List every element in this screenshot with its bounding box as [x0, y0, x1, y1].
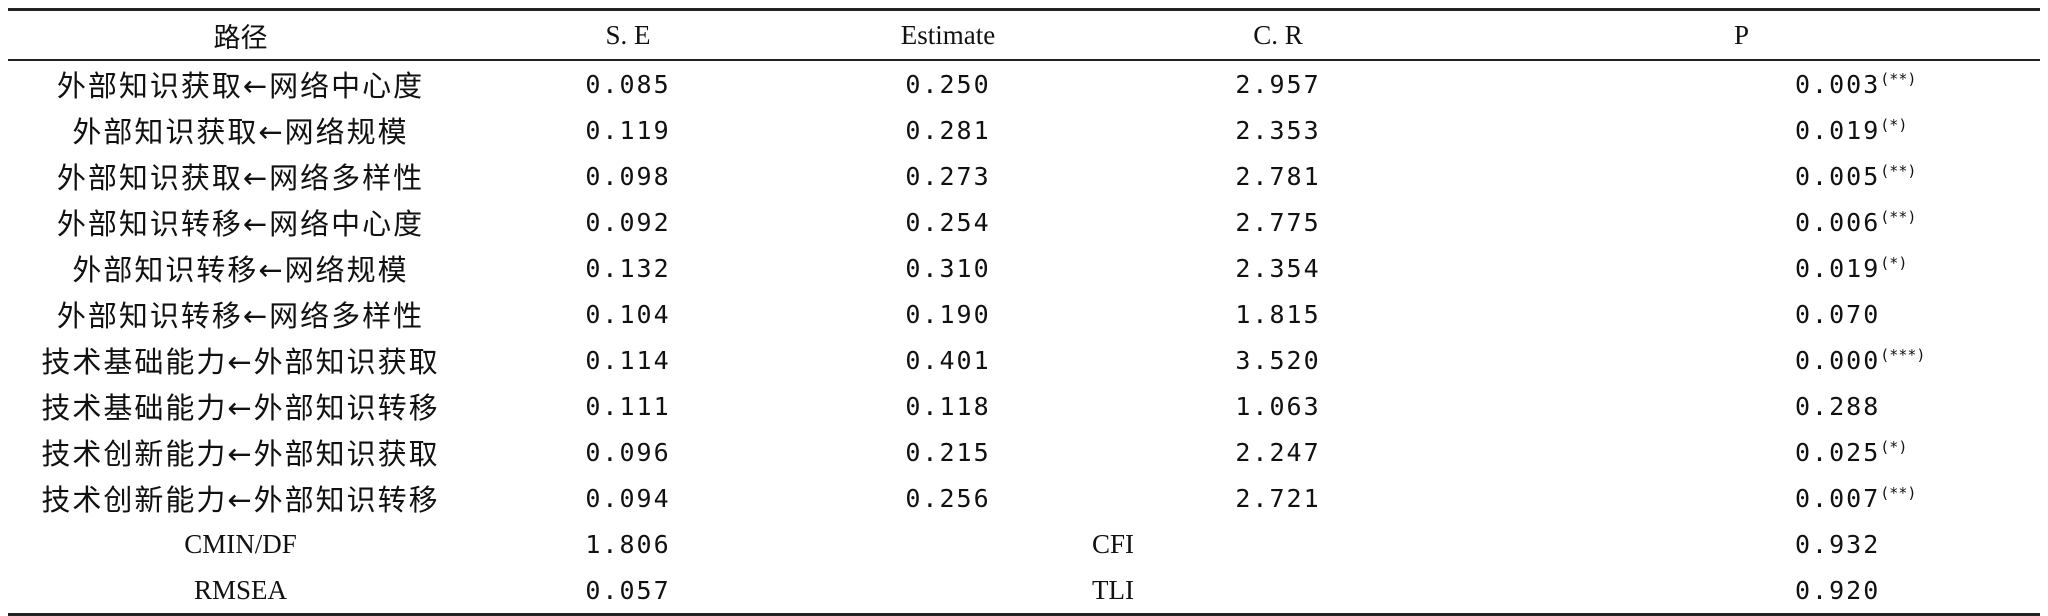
- cell-path: 外部知识获取←网络中心度: [56, 69, 425, 103]
- cell-path: 技术基础能力←外部知识获取: [41, 345, 440, 379]
- fit-label-cmin-df: CMIN/DF: [184, 528, 297, 559]
- cell-cr: 2.721: [1235, 483, 1321, 513]
- cell-path: 外部知识获取←网络多样性: [56, 161, 425, 195]
- cell-path: 外部知识转移←网络多样性: [56, 299, 425, 333]
- cell-estimate: 0.118: [905, 391, 991, 421]
- cell-estimate: 0.254: [905, 207, 991, 237]
- p-value: 0.288: [1795, 391, 1881, 421]
- cell-estimate: 0.256: [905, 483, 991, 513]
- cell-path: 技术创新能力←外部知识获取: [41, 437, 440, 471]
- cell-se: 0.111: [585, 391, 671, 421]
- cell-cr: 3.520: [1235, 345, 1321, 375]
- cell-estimate: 0.250: [905, 69, 991, 99]
- fit-index-row: CMIN/DF 1.806 CFI 0.932: [8, 521, 2040, 567]
- significance-mark: (*): [1880, 115, 1908, 134]
- significance-mark: (*): [1880, 253, 1908, 272]
- table-row: 外部知识转移←网络中心度 0.092 0.254 2.775 0.006(**): [8, 199, 2040, 245]
- cell-se: 0.098: [585, 161, 671, 191]
- p-value: 0.019: [1795, 253, 1881, 283]
- fit-label-rmsea: RMSEA: [193, 574, 288, 605]
- table-row: 外部知识获取←网络规模 0.119 0.281 2.353 0.019(*): [8, 107, 2040, 153]
- table-header: 路径 S. E Estimate C. R P: [8, 9, 2040, 60]
- header-row: 路径 S. E Estimate C. R P: [8, 9, 2040, 60]
- cell-se: 0.114: [585, 345, 671, 375]
- cell-p: 0.006(**): [1443, 199, 2040, 245]
- p-value: 0.005: [1795, 161, 1881, 191]
- cell-cr: 2.957: [1235, 69, 1321, 99]
- table-body: 外部知识获取←网络中心度 0.085 0.250 2.957 0.003(**)…: [8, 60, 2040, 615]
- cell-se: 0.096: [585, 437, 671, 467]
- cell-cr: 2.354: [1235, 253, 1321, 283]
- cell-cr: 2.781: [1235, 161, 1321, 191]
- significance-mark: (**): [1880, 161, 1917, 180]
- fit-label-cfi: CFI: [1091, 528, 1135, 559]
- cell-p: 0.007(**): [1443, 475, 2040, 521]
- significance-mark: (**): [1880, 483, 1917, 502]
- cell-estimate: 0.190: [905, 299, 991, 329]
- table-row: 技术创新能力←外部知识获取 0.096 0.215 2.247 0.025(*): [8, 429, 2040, 475]
- significance-mark: (**): [1880, 207, 1917, 226]
- cell-p: 0.019(*): [1443, 245, 2040, 291]
- cell-p: 0.288: [1443, 383, 2040, 429]
- significance-mark: (*): [1880, 437, 1908, 456]
- p-value: 0.007: [1795, 483, 1881, 513]
- cell-p: 0.019(*): [1443, 107, 2040, 153]
- cell-estimate: 0.310: [905, 253, 991, 283]
- significance-mark: (***): [1880, 345, 1926, 364]
- header-path: 路径: [213, 22, 268, 53]
- table-row: 外部知识转移←网络多样性 0.104 0.190 1.815 0.070: [8, 291, 2040, 337]
- p-value: 0.003: [1795, 69, 1881, 99]
- cell-se: 0.119: [585, 115, 671, 145]
- cell-estimate: 0.215: [905, 437, 991, 467]
- header-estimate: Estimate: [900, 19, 996, 50]
- cell-cr: 1.815: [1235, 299, 1321, 329]
- cell-se: 0.085: [585, 69, 671, 99]
- cell-path: 外部知识转移←网络中心度: [56, 207, 425, 241]
- cell-path: 外部知识转移←网络规模: [72, 253, 409, 287]
- table-row: 外部知识获取←网络多样性 0.098 0.273 2.781 0.005(**): [8, 153, 2040, 199]
- p-value: 0.025: [1795, 437, 1881, 467]
- cell-p: 0.025(*): [1443, 429, 2040, 475]
- header-se: S. E: [605, 19, 651, 50]
- path-coefficient-table: 路径 S. E Estimate C. R P 外部知识获取←网络中心度 0.0…: [8, 8, 2040, 616]
- cell-p: 0.005(**): [1443, 153, 2040, 199]
- cell-cr: 2.353: [1235, 115, 1321, 145]
- cell-estimate: 0.401: [905, 345, 991, 375]
- cell-p: 0.000(***): [1443, 337, 2040, 383]
- header-p: P: [1733, 19, 1750, 50]
- table-row: 技术创新能力←外部知识转移 0.094 0.256 2.721 0.007(**…: [8, 475, 2040, 521]
- significance-mark: (**): [1880, 69, 1917, 88]
- cell-cr: 1.063: [1235, 391, 1321, 421]
- p-value: 0.000: [1795, 345, 1881, 375]
- fit-label-tli: TLI: [1092, 574, 1134, 605]
- fit-value-tli: 0.920: [1795, 575, 1881, 605]
- cell-path: 技术创新能力←外部知识转移: [41, 483, 440, 517]
- table-row: 技术基础能力←外部知识获取 0.114 0.401 3.520 0.000(**…: [8, 337, 2040, 383]
- cell-p: 0.070: [1443, 291, 2040, 337]
- p-value: 0.070: [1795, 299, 1881, 329]
- cell-estimate: 0.273: [905, 161, 991, 191]
- header-cr: C. R: [1253, 19, 1303, 50]
- p-value: 0.006: [1795, 207, 1881, 237]
- fit-value-cmin-df: 1.806: [585, 529, 671, 559]
- cell-path: 技术基础能力←外部知识转移: [41, 391, 440, 425]
- table-row: 技术基础能力←外部知识转移 0.111 0.118 1.063 0.288: [8, 383, 2040, 429]
- cell-se: 0.104: [585, 299, 671, 329]
- cell-se: 0.132: [585, 253, 671, 283]
- p-value: 0.019: [1795, 115, 1881, 145]
- cell-se: 0.092: [585, 207, 671, 237]
- cell-cr: 2.775: [1235, 207, 1321, 237]
- fit-index-row: RMSEA 0.057 TLI 0.920: [8, 567, 2040, 615]
- fit-value-rmsea: 0.057: [585, 575, 671, 605]
- cell-p: 0.003(**): [1443, 60, 2040, 107]
- fit-value-cfi: 0.932: [1795, 529, 1881, 559]
- cell-cr: 2.247: [1235, 437, 1321, 467]
- table-row: 外部知识获取←网络中心度 0.085 0.250 2.957 0.003(**): [8, 60, 2040, 107]
- cell-estimate: 0.281: [905, 115, 991, 145]
- results-table-container: 路径 S. E Estimate C. R P 外部知识获取←网络中心度 0.0…: [8, 8, 2040, 616]
- table-row: 外部知识转移←网络规模 0.132 0.310 2.354 0.019(*): [8, 245, 2040, 291]
- cell-se: 0.094: [585, 483, 671, 513]
- cell-path: 外部知识获取←网络规模: [72, 115, 409, 149]
